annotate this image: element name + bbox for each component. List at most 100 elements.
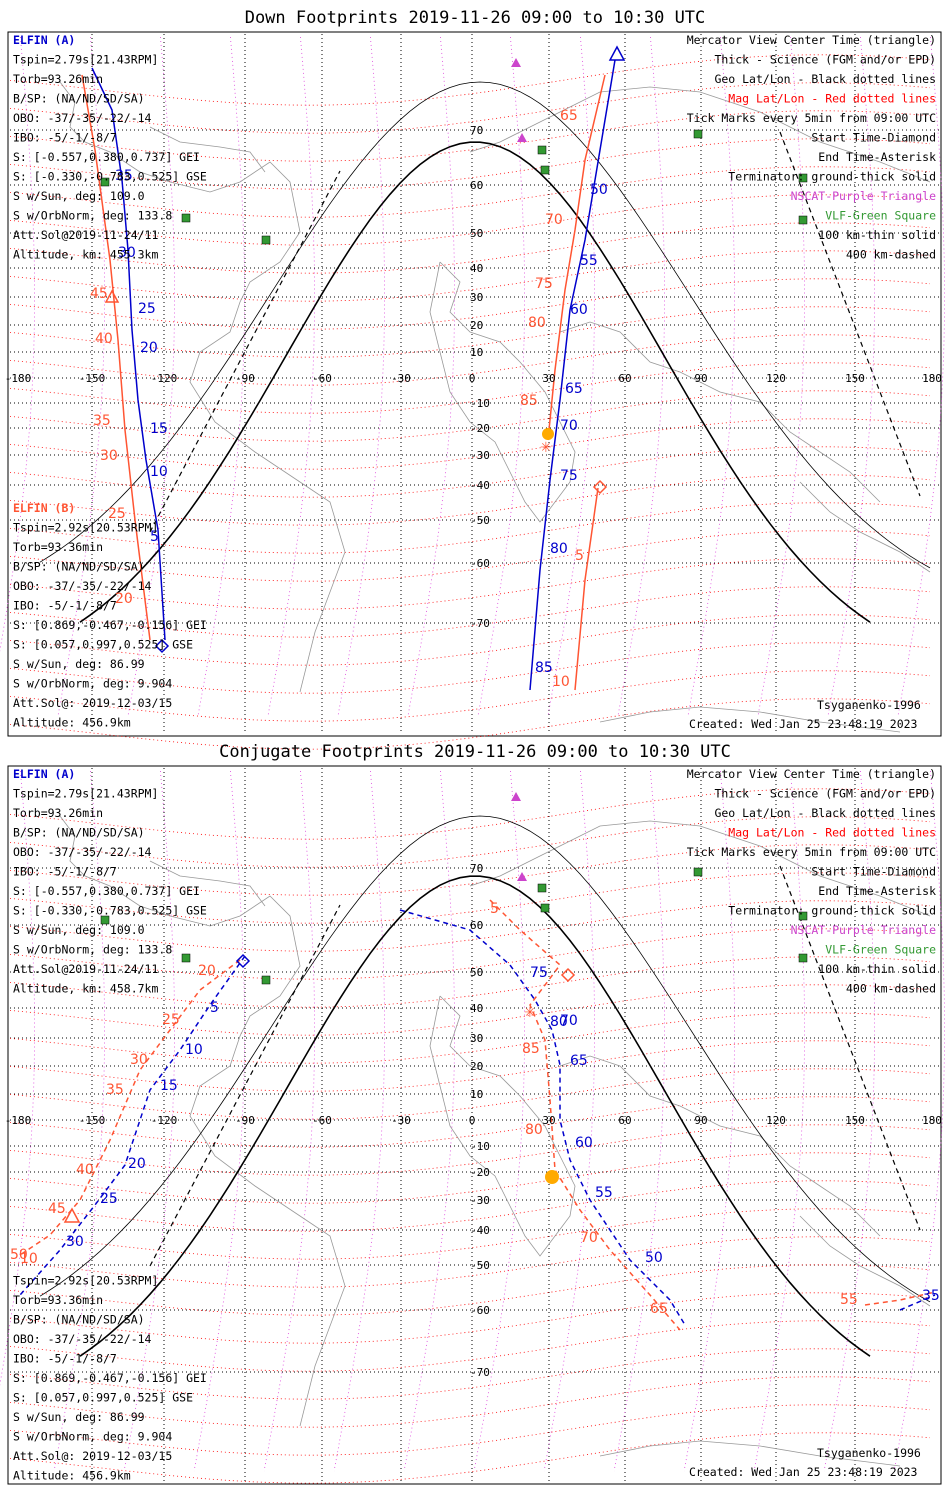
elfin-b-info-line: OBO: -37/-35/-22/-14 (13, 1332, 152, 1346)
mag-lon-line (547, 36, 595, 718)
terminator-100km (39, 815, 931, 1303)
legend-item: VLF-Green Square (825, 209, 936, 223)
coastline (559, 321, 881, 503)
lat-tick-label: 20 (470, 1060, 483, 1073)
legend-item: 100 km-thin solid (818, 228, 936, 242)
start-diamond-b (592, 479, 608, 495)
elfin-a-tick-label: 75 (530, 965, 548, 981)
lon-tick-label: 180 (922, 1114, 942, 1127)
elfin-b-tick-label: 40 (95, 331, 113, 347)
elfin-b-tick-label: 75 (535, 276, 553, 292)
mag-lon-line (337, 36, 386, 718)
elfin-a-info-line: Torb=93.26min (13, 806, 103, 820)
lat-tick-label: 40 (470, 262, 483, 275)
terminator-400km-west (149, 904, 341, 1267)
vlf-square-icon (261, 975, 271, 985)
lon-tick-label: -30 (391, 372, 411, 385)
vlf-square-icon (540, 903, 550, 913)
legend-item: Mag Lat/Lon - Red dotted lines (728, 92, 936, 106)
elfin-b-tick-label: 50 (10, 1247, 28, 1263)
start-diamond-a (154, 638, 170, 654)
site-markers: ✳ (63, 792, 808, 1223)
elfin-a-tick-label: 55 (580, 253, 598, 269)
elfin-a-info-line: OBO: -37/-35/-22/-14 (13, 111, 152, 125)
legend-item: Start Time-Diamond (811, 131, 936, 145)
lon-tick-label: 90 (694, 372, 707, 385)
elfin-a-info-line: S w/Sun, deg: 109.0 (13, 189, 145, 203)
elfin-b-info-line: S: [0.869,-0.467,-0.156] GEI (13, 1371, 207, 1385)
lat-tick-label: 70 (470, 124, 483, 137)
elfin-b-tick-label: 35 (106, 1082, 124, 1098)
lon-tick-label: -60 (312, 372, 332, 385)
legend-item: 400 km-dashed (846, 982, 936, 996)
elfin-b-info-line: S w/OrbNorm, deg: 9.904 (13, 677, 172, 691)
vlf-square-icon (100, 915, 110, 925)
elfin-b-tick-label: 10 (20, 1251, 38, 1267)
coastline (59, 81, 346, 693)
elfin-a-tick-label: 30 (66, 1234, 84, 1250)
lat-tick-label: -60 (470, 1304, 490, 1317)
lon-tick-label: -150 (79, 372, 106, 385)
elfin-a-tick-label: 25 (138, 301, 156, 317)
elfin-a-tick-label: 35 (115, 168, 133, 184)
coastline (429, 995, 576, 1257)
elfin-b-info-line: Att.Sol@: 2019-12-03/15 (13, 1449, 172, 1463)
elfin-b-info-line: Torb=93.36min (13, 540, 103, 554)
lon-tick-label: -60 (312, 1114, 332, 1127)
vlf-square-icon (181, 213, 191, 223)
elfin-b-tick-label: 45 (48, 1201, 66, 1217)
elfin-b-track-west (81, 74, 151, 641)
elfin-a-info-line: S w/OrbNorm, deg: 133.8 (13, 943, 172, 957)
coastline (469, 820, 931, 917)
elfin-a-tick-label: 55 (595, 1185, 613, 1201)
elfin-a-tick-label: 20 (128, 1156, 146, 1172)
elfin-b-tick-label: 25 (108, 506, 126, 522)
lon-tick-label: 120 (766, 372, 786, 385)
site-markers: ✳ (100, 45, 808, 654)
panel-title: Down Footprints 2019-11-26 09:00 to 10:3… (245, 8, 706, 28)
lat-tick-label: -30 (470, 1194, 490, 1207)
lat-tick-label: 50 (470, 227, 483, 240)
coastline (599, 1440, 901, 1467)
start-diamond-a (235, 953, 251, 969)
sun-icon (542, 428, 554, 440)
mag-lon-line (0, 36, 36, 652)
tick-labels: -180 -150 -120 -90 -60 -30 0 30 60 90 120 150 180 70 6… (5, 108, 942, 690)
vlf-square-icon (798, 173, 808, 183)
elfin-b-info-line: OBO: -37/-35/-22/-14 (13, 579, 152, 593)
lon-tick-label: -150 (79, 1114, 106, 1127)
elfin-a-info-line: Torb=93.26min (13, 72, 103, 86)
elfin-a-tick-label: 60 (570, 302, 588, 318)
vlf-square-icon (261, 235, 271, 245)
elfin-b-info-line: S w/Sun, deg: 86.99 (13, 657, 145, 671)
elfin-a-info: ELFIN (A) Tspin=2.79s[21.43RPM] Torb=93.26… (13, 767, 207, 996)
mag-lon-line (403, 770, 456, 1472)
panel-title: Conjugate Footprints 2019-11-26 09:00 to… (219, 742, 731, 762)
coastlines (59, 815, 931, 1467)
elfin-a-track-west (91, 67, 166, 641)
elfin-a-info-line: OBO: -37/-35/-22/-14 (13, 845, 152, 859)
lat-tick-label: -10 (470, 397, 490, 410)
nscat-triangle-icon (517, 133, 527, 142)
elfin-a-name: ELFIN (A) (13, 767, 75, 781)
lat-tick-label: 30 (470, 1032, 483, 1045)
elfin-b-info-line: S w/Sun, deg: 86.99 (13, 1410, 145, 1424)
coastline (59, 815, 346, 1427)
tick-labels: -180 -150 -120 -90 -60 -30 0 30 60 90 120 150 180 70 6… (5, 862, 942, 1379)
elfin-b-tick-label: 30 (130, 1052, 148, 1068)
legend-item: Terminator: ground-thick solid (728, 170, 936, 184)
orbit-tracks (81, 59, 616, 691)
elfin-a-track-east (399, 909, 686, 1326)
coastline (469, 86, 931, 183)
elfin-b-tick-label: 25 (162, 1012, 180, 1028)
elfin-a-tick-label: 10 (150, 464, 168, 480)
elfin-a-info-line: Tspin=2.79s[21.43RPM] (13, 53, 158, 67)
elfin-b-tick-label: 70 (580, 1230, 598, 1246)
lon-tick-label: -120 (151, 372, 178, 385)
elfin-a-track-far (899, 1294, 936, 1311)
mag-lat-line (9, 530, 931, 582)
elfin-a-info: ELFIN (A) Tspin=2.79s[21.43RPM] Torb=93.26… (13, 33, 207, 262)
elfin-b-info-line: IBO: -5/-1/-8/7 (13, 1352, 117, 1366)
elfin-b-info-line: B/SP: (NA/ND/SD/SA) (13, 1313, 145, 1327)
elfin-a-tick-label: 50 (590, 182, 608, 198)
